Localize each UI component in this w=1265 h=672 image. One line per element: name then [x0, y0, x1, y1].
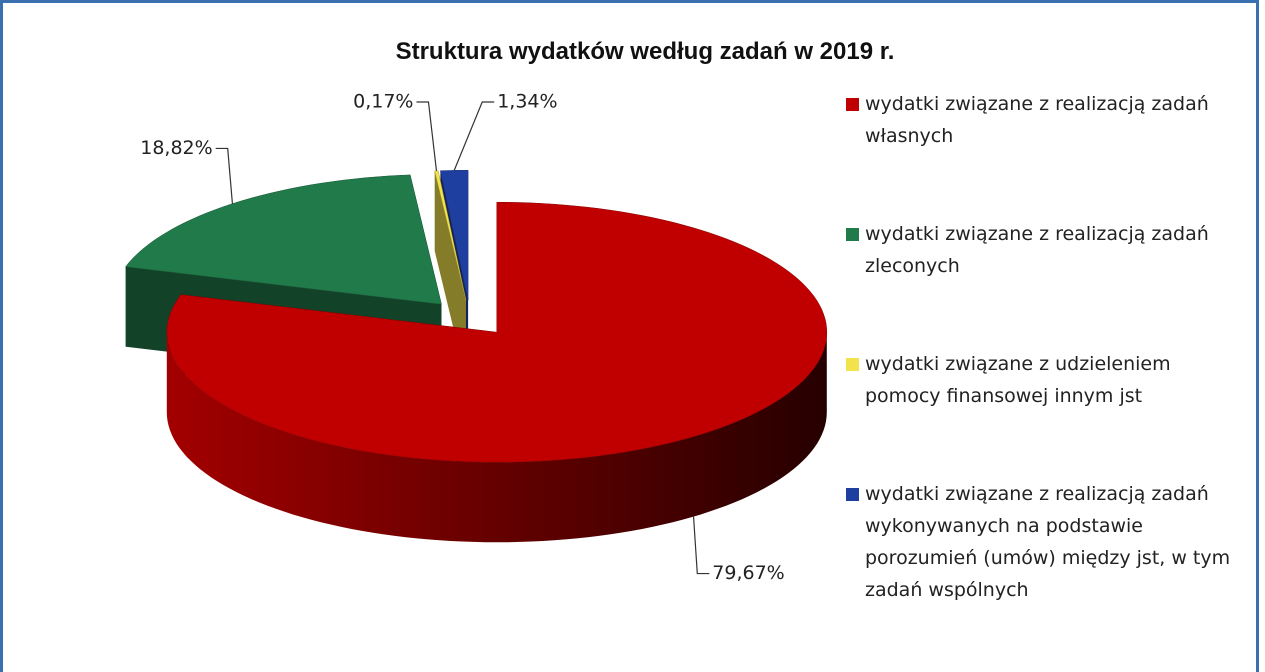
- legend-item: wydatki związane z udzieleniem pomocy fi…: [846, 348, 1246, 478]
- legend-label: wydatki związane z realizacją zadań wyko…: [865, 483, 1231, 601]
- leader-line: [416, 101, 438, 171]
- slice-side: [166, 332, 827, 543]
- leader-line: [692, 516, 710, 575]
- legend-item: wydatki związane z realizacją zadań włas…: [846, 88, 1246, 218]
- leader-line: [215, 147, 234, 204]
- chart: 79,67% 18,82% 0,17% 1,34%: [125, 91, 828, 584]
- slice-group: [166, 201, 828, 543]
- data-label: 79,67%: [712, 562, 784, 584]
- slice: [440, 170, 469, 301]
- legend-item: wydatki związane z realizacją zadań wyko…: [846, 478, 1246, 608]
- legend-item: wydatki związane z realizacją zadań zlec…: [846, 218, 1246, 348]
- legend-swatch: [846, 488, 859, 501]
- legend-label: wydatki związane z realizacją zadań zlec…: [865, 223, 1209, 277]
- leader-line: [453, 101, 495, 171]
- data-label: 18,82%: [140, 137, 212, 159]
- legend-label: wydatki związane z realizacją zadań włas…: [865, 93, 1209, 147]
- legend: wydatki związane z realizacją zadań włas…: [846, 88, 1246, 608]
- data-label: 0,17%: [353, 91, 413, 113]
- legend-swatch: [846, 358, 859, 371]
- data-label: 1,34%: [497, 91, 557, 113]
- slice: [166, 201, 828, 463]
- legend-label: wydatki związane z udzieleniem pomocy fi…: [865, 353, 1171, 407]
- legend-swatch: [846, 98, 859, 111]
- legend-swatch: [846, 228, 859, 241]
- slice: [434, 170, 467, 301]
- chart-title: Struktura wydatków według zadań w 2019 r…: [395, 38, 895, 65]
